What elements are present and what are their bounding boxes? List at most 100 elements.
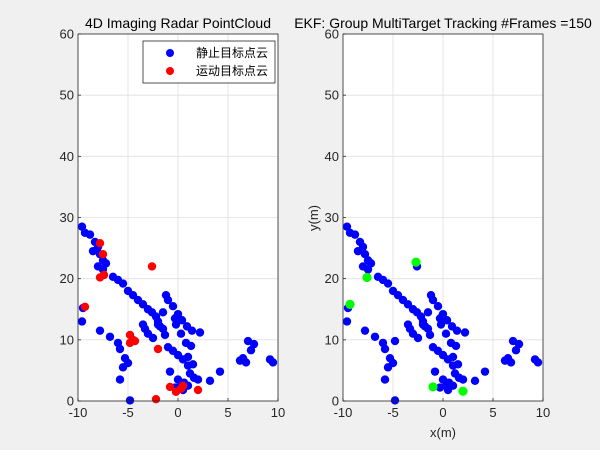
right-point-series-2 <box>458 386 468 396</box>
right-point-series-1 <box>383 363 393 372</box>
right-y-tick-label: 30 <box>325 210 339 225</box>
right-y-tick-label: 10 <box>325 332 339 347</box>
left-point-series-1 <box>195 328 205 337</box>
left-point-series-2 <box>99 270 109 280</box>
right-point-series-1 <box>506 358 516 367</box>
left-y-tick-label: 10 <box>60 332 74 347</box>
left-x-tick-label: 10 <box>271 405 285 420</box>
left-point-series-1 <box>171 320 181 329</box>
right-point-series-1 <box>514 339 524 349</box>
right-point-series-1 <box>435 383 445 392</box>
right-point-series-1 <box>441 329 451 338</box>
right-points <box>342 222 543 405</box>
right-point-series-1 <box>480 367 490 376</box>
left-y-tick-label: 50 <box>60 88 74 103</box>
right-x-tick-label: 10 <box>536 405 550 420</box>
left-point-series-1 <box>118 363 128 372</box>
right-point-series-1 <box>442 316 452 325</box>
right-point-series-1 <box>458 375 468 384</box>
right-point-series-1 <box>448 352 458 362</box>
right-point-series-1 <box>530 355 540 364</box>
right-y-tick-label: 50 <box>325 88 339 103</box>
right-point-series-1 <box>380 375 390 384</box>
left-point-series-1 <box>88 246 98 256</box>
left-point-series-1 <box>187 326 197 335</box>
right-point-series-2 <box>428 382 438 392</box>
right-point-series-1 <box>383 279 393 288</box>
left-points <box>77 222 278 405</box>
left-y-tick-label: 30 <box>60 210 74 225</box>
right-x-axis-label: x(m) <box>430 425 456 440</box>
right-point-series-1 <box>390 336 400 346</box>
right-point-series-1 <box>430 367 440 376</box>
left-point-series-2 <box>98 250 108 259</box>
left-chart-title: 4D Imaging Radar PointCloud <box>85 15 271 31</box>
right-point-series-1 <box>390 396 400 405</box>
left-x-tick-label: -5 <box>122 405 134 420</box>
left-point-series-1 <box>148 333 158 343</box>
right-point-series-1 <box>342 317 352 326</box>
right-point-series-1 <box>451 341 461 351</box>
left-point-series-2 <box>130 336 140 346</box>
legend-label-moving: 运动目标点云 <box>196 64 268 78</box>
left-point-series-1 <box>168 301 178 311</box>
left-point-series-1 <box>215 367 225 376</box>
right-point-series-2 <box>345 299 355 309</box>
right-y-tick-label: 0 <box>332 394 339 409</box>
left-point-series-1 <box>265 355 275 364</box>
left-y-tick-label: 60 <box>60 27 74 42</box>
legend-marker-static <box>166 49 174 57</box>
right-point-series-1 <box>370 332 380 341</box>
right-y-axis-label: y(m) <box>306 205 321 231</box>
right-point-series-2 <box>411 257 421 267</box>
legend: 静止目标点云 运动目标点云 <box>142 40 276 84</box>
right-point-series-1 <box>413 333 423 343</box>
right-x-tick-label: 5 <box>489 405 496 420</box>
legend-box <box>142 40 276 84</box>
left-point-series-2 <box>147 262 157 271</box>
left-point-series-1 <box>158 308 168 317</box>
left-point-series-2 <box>153 344 163 354</box>
left-point-series-2 <box>151 394 161 404</box>
left-y-tick-label: 20 <box>60 271 74 286</box>
right-point-series-1 <box>353 246 363 256</box>
left-point-series-1 <box>186 341 196 351</box>
left-point-series-1 <box>125 396 135 405</box>
left-point-series-1 <box>115 375 125 384</box>
left-point-series-2 <box>80 302 90 312</box>
right-point-series-1 <box>380 344 390 354</box>
left-point-series-1 <box>85 230 95 239</box>
left-point-series-1 <box>118 279 128 288</box>
right-y-tick-label: 60 <box>325 27 339 42</box>
left-point-series-1 <box>163 295 173 305</box>
left-point-series-2 <box>95 238 105 248</box>
left-point-series-2 <box>165 382 175 392</box>
left-point-series-1 <box>177 316 187 325</box>
right-point-series-1 <box>452 326 462 335</box>
right-scatter-plot: -10 -5 0 5 10 0 10 20 30 40 50 60 EKF: Group MultiT… <box>294 15 592 440</box>
right-y-tick-label: 40 <box>325 149 339 164</box>
right-x-tick-label: 0 <box>439 405 446 420</box>
left-point-series-1 <box>241 358 251 367</box>
left-point-series-1 <box>105 332 115 341</box>
left-point-series-1 <box>183 352 193 362</box>
right-x-tick-label: -10 <box>334 405 353 420</box>
legend-marker-moving <box>166 67 174 75</box>
left-point-series-1 <box>160 330 170 340</box>
right-point-series-1 <box>453 360 463 369</box>
left-y-tick-label: 40 <box>60 149 74 164</box>
right-point-series-2 <box>362 272 372 283</box>
right-point-series-1 <box>428 295 438 305</box>
left-point-series-2 <box>178 381 188 390</box>
right-point-series-1 <box>423 308 433 317</box>
left-y-tick-label: 0 <box>67 394 74 409</box>
legend-label-static: 静止目标点云 <box>196 46 268 60</box>
right-point-series-1 <box>425 330 435 340</box>
left-ticks: -10 -5 0 5 10 0 10 20 30 40 50 60 <box>60 27 286 421</box>
right-point-series-1 <box>350 230 360 239</box>
left-x-tick-label: 5 <box>224 405 231 420</box>
right-ticks: -10 -5 0 5 10 0 10 20 30 40 50 60 <box>325 27 551 421</box>
left-x-tick-label: 0 <box>174 405 181 420</box>
right-chart-title: EKF: Group MultiTarget Tracking #Frames … <box>294 15 592 31</box>
